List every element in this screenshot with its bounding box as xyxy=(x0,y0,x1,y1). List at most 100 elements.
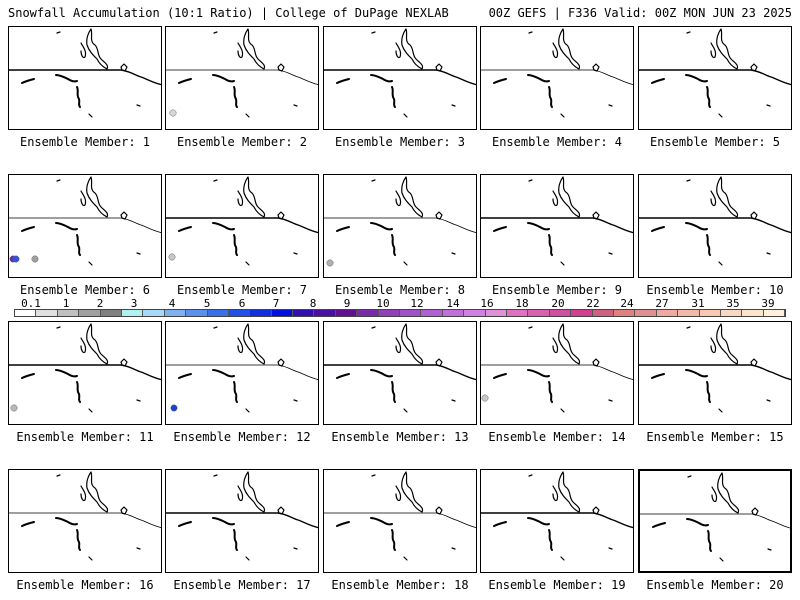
island-path xyxy=(370,222,393,231)
island-path xyxy=(560,408,565,413)
island-path xyxy=(608,399,613,402)
landmass-path xyxy=(401,323,424,365)
island-path xyxy=(370,74,393,83)
snowfall-blob xyxy=(168,253,176,261)
ensemble-member-label: Ensemble Member: 17 xyxy=(173,578,311,592)
coastline-path xyxy=(686,179,691,182)
island-path xyxy=(245,113,250,118)
island-path xyxy=(527,517,550,526)
ensemble-map-panel xyxy=(480,321,634,425)
island-path xyxy=(88,113,93,118)
colorbar-tick-label: 1 xyxy=(62,297,70,310)
island-path xyxy=(686,518,709,527)
island-path xyxy=(718,261,723,266)
colorbar-swatch xyxy=(100,310,122,316)
island-path xyxy=(548,234,553,256)
island-path xyxy=(451,547,456,550)
border-line xyxy=(324,69,476,86)
colorbar-tick-label: 31 xyxy=(691,297,705,310)
snowfall-blob xyxy=(12,255,20,263)
ensemble-member-label: Ensemble Member: 18 xyxy=(331,578,469,592)
colorbar-tick-label: 2 xyxy=(96,297,104,310)
ensemble-map-panel xyxy=(638,469,792,573)
colorbar-swatch xyxy=(592,310,614,316)
island-path xyxy=(719,557,724,562)
border-line xyxy=(639,69,791,86)
colorbar-tick-label: 18 xyxy=(515,297,529,310)
island-path xyxy=(136,252,141,255)
island-path xyxy=(336,521,350,527)
border-line xyxy=(324,512,476,528)
ensemble-map-panel xyxy=(8,321,162,425)
coastline-path xyxy=(213,31,218,34)
coastline-path xyxy=(711,486,718,503)
ensemble-member-label: Ensemble Member: 5 xyxy=(649,135,781,149)
colorbar-tick-label: 4 xyxy=(168,297,176,310)
landmass-path xyxy=(558,471,581,513)
colorbar-swatch xyxy=(464,310,486,316)
island-path xyxy=(88,556,93,561)
island-path xyxy=(608,547,613,550)
ensemble-map-panel xyxy=(480,469,634,573)
ensemble-member-label: Ensemble Member: 7 xyxy=(176,283,308,297)
ensemble-map-panel xyxy=(165,469,319,573)
island-path xyxy=(336,78,350,84)
chart-title: Snowfall Accumulation (10:1 Ratio) | Col… xyxy=(8,6,449,20)
island-path xyxy=(560,556,565,561)
island-path xyxy=(136,104,141,107)
border-line xyxy=(166,364,318,380)
landmass-path xyxy=(401,471,424,513)
island-path xyxy=(178,373,192,379)
ensemble-map-panel xyxy=(323,26,477,130)
island-path xyxy=(391,381,396,403)
colorbar-swatch xyxy=(485,310,507,316)
colorbar-tick-label: 0.1 xyxy=(21,297,41,310)
island-path xyxy=(548,381,553,403)
ensemble-map-panel xyxy=(8,174,162,278)
border-line xyxy=(9,364,161,381)
colorbar-swatch xyxy=(293,310,315,316)
ensemble-member-label: Ensemble Member: 3 xyxy=(334,135,466,149)
island-path xyxy=(451,399,456,402)
colorbar-swatch xyxy=(143,310,165,316)
island-path xyxy=(560,261,565,266)
border-line xyxy=(9,217,161,233)
cape-path xyxy=(120,211,128,220)
island-path xyxy=(88,408,93,413)
landmass-path xyxy=(401,28,424,70)
island-path xyxy=(608,104,613,107)
ensemble-map-panel xyxy=(638,26,792,130)
coastline-path xyxy=(213,179,218,182)
coastline-path xyxy=(395,337,402,354)
snowfall-blob xyxy=(10,404,18,412)
ensemble-map-panel xyxy=(165,26,319,130)
colorbar-swatch xyxy=(271,310,294,316)
colorbar-swatch xyxy=(656,310,679,316)
island-path xyxy=(403,408,408,413)
colorbar-swatch xyxy=(442,310,465,316)
island-path xyxy=(706,86,711,108)
colorbar-swatch xyxy=(314,310,336,316)
colorbar-swatch xyxy=(720,310,743,316)
border-line xyxy=(640,513,790,529)
landmass-path xyxy=(717,472,740,514)
colorbar-swatch xyxy=(506,310,529,316)
border-line xyxy=(166,217,318,234)
island-path xyxy=(560,113,565,118)
border-line xyxy=(324,364,476,381)
island-path xyxy=(527,369,550,378)
coastline-path xyxy=(80,42,87,59)
ensemble-member-label: Ensemble Member: 13 xyxy=(331,430,469,444)
island-path xyxy=(391,86,396,108)
snowfall-colorbar xyxy=(14,309,786,317)
island-path xyxy=(245,556,250,561)
colorbar-swatch xyxy=(678,310,700,316)
coastline-path xyxy=(371,179,376,182)
ensemble-member-label: Ensemble Member: 11 xyxy=(16,430,154,444)
border-line xyxy=(9,512,161,528)
border-line xyxy=(481,364,633,380)
coastline-path xyxy=(80,190,87,207)
coastline-path xyxy=(56,474,61,477)
colorbar-swatch xyxy=(186,310,208,316)
coastline-path xyxy=(371,474,376,477)
